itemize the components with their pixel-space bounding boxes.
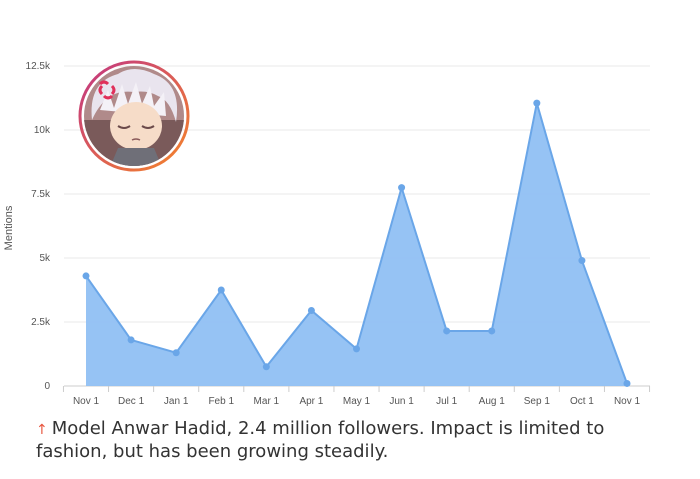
data-point — [398, 184, 406, 192]
caption: ↑ Model Anwar Hadid, 2.4 million follower… — [36, 418, 676, 463]
data-point — [217, 286, 225, 294]
y-tick-label: 5k — [39, 253, 51, 264]
data-point — [82, 272, 90, 280]
x-axis-ticks: Nov 1 Dec 1 Jan 1 Feb 1 Mar 1 Apr 1 May 1 Jun 1… — [62, 386, 651, 407]
data-point — [172, 349, 180, 357]
x-tick-label: Dec 1 — [118, 396, 145, 407]
x-tick-label: Nov 1 — [614, 396, 641, 407]
y-tick-label: 0 — [44, 381, 50, 392]
data-point — [623, 379, 631, 387]
caption-text: Model Anwar Hadid, 2.4 million followers… — [36, 418, 605, 462]
mentions-area-chart: 0 2.5k 5k 7.5k 10k 12.5k Nov 1 Dec 1 Jan 1 Feb 1… — [3, 61, 651, 407]
data-point — [307, 306, 315, 314]
x-tick-label: May 1 — [343, 396, 371, 407]
y-axis-label: Mentions — [3, 205, 15, 250]
x-tick-label: Sep 1 — [524, 396, 551, 407]
data-points — [82, 99, 631, 387]
data-point — [353, 345, 360, 353]
x-tick-label: Mar 1 — [254, 396, 280, 407]
y-tick-label: 7.5k — [31, 189, 51, 200]
x-tick-label: Feb 1 — [208, 396, 234, 407]
avatar — [78, 60, 190, 172]
x-tick-label: Oct 1 — [570, 396, 594, 407]
data-point — [533, 99, 541, 107]
x-tick-label: Jan 1 — [164, 396, 189, 407]
y-axis-ticks: 0 2.5k 5k 7.5k 10k 12.5k — [26, 61, 51, 392]
data-point — [488, 327, 496, 335]
y-tick-label: 12.5k — [26, 61, 51, 72]
arrow-up-icon: ↑ — [36, 422, 48, 438]
area-fill — [86, 103, 627, 387]
data-point — [127, 336, 135, 344]
data-point — [262, 363, 270, 371]
x-tick-label: Jun 1 — [389, 396, 414, 407]
x-tick-label: Apr 1 — [299, 396, 323, 407]
x-tick-label: Aug 1 — [479, 396, 506, 407]
data-point — [443, 327, 451, 335]
y-tick-label: 10k — [34, 125, 51, 136]
x-tick-label: Nov 1 — [73, 396, 100, 407]
data-point — [578, 257, 586, 265]
y-tick-label: 2.5k — [31, 317, 51, 328]
x-tick-label: Jul 1 — [436, 396, 458, 407]
